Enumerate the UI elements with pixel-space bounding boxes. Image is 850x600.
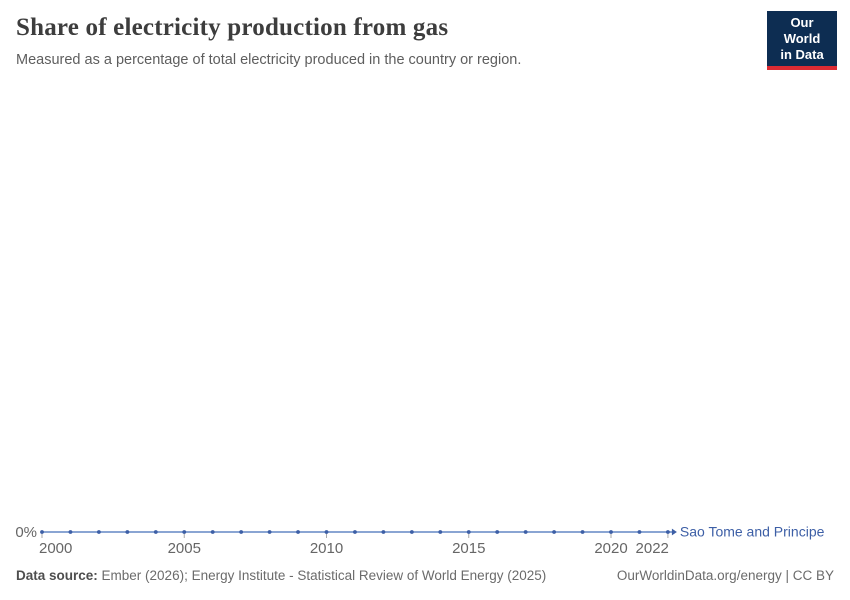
page-title: Share of electricity production from gas [16,14,449,41]
x-axis-tick-label: 2020 [594,540,627,557]
label-connector-arrow [671,528,677,536]
y-axis-tick-label: 0% [15,524,37,541]
data-source-label: Data source: [16,568,98,583]
data-point[interactable] [495,530,500,534]
x-axis-tick-label: 2000 [39,540,72,557]
chart-subtitle: Measured as a percentage of total electr… [16,52,522,68]
owid-logo-line2: in Data [780,47,824,62]
data-point[interactable] [296,530,300,534]
x-axis-tick-label: 2015 [452,540,485,557]
data-point[interactable] [353,530,357,534]
data-point[interactable] [438,530,443,534]
x-axis-tick-label: 2010 [310,540,343,557]
data-point[interactable] [182,530,187,534]
data-point[interactable] [267,530,272,534]
data-point[interactable] [381,530,386,534]
x-axis-tick-label: 2005 [168,540,201,557]
data-point[interactable] [125,530,130,534]
data-point[interactable] [466,530,471,534]
data-point[interactable] [523,530,528,534]
data-source-text: Ember (2026); Energy Institute - Statist… [97,568,547,583]
data-point[interactable] [239,530,244,534]
data-point[interactable] [637,530,642,534]
data-point[interactable] [40,530,44,534]
data-point[interactable] [210,530,215,534]
chart-footer: Data source: Ember (2026); Energy Instit… [16,568,834,583]
owid-logo-line1: Our World [783,15,821,46]
owid-logo: Our World in Data [767,11,837,70]
data-source-note: Data source: Ember (2026); Energy Instit… [16,568,546,583]
x-axis-tick-label: 2022 [636,540,669,557]
data-point[interactable] [324,530,329,534]
data-point[interactable] [609,530,613,534]
data-point[interactable] [409,530,414,534]
data-point[interactable] [552,530,556,534]
data-point[interactable] [153,530,158,534]
data-point[interactable] [666,530,670,534]
credit-link[interactable]: OurWorldinData.org/energy | CC BY [616,568,834,583]
data-point[interactable] [97,530,101,534]
entity-label[interactable]: Sao Tome and Principe [680,524,825,540]
data-point[interactable] [68,530,73,534]
data-point[interactable] [580,530,585,534]
